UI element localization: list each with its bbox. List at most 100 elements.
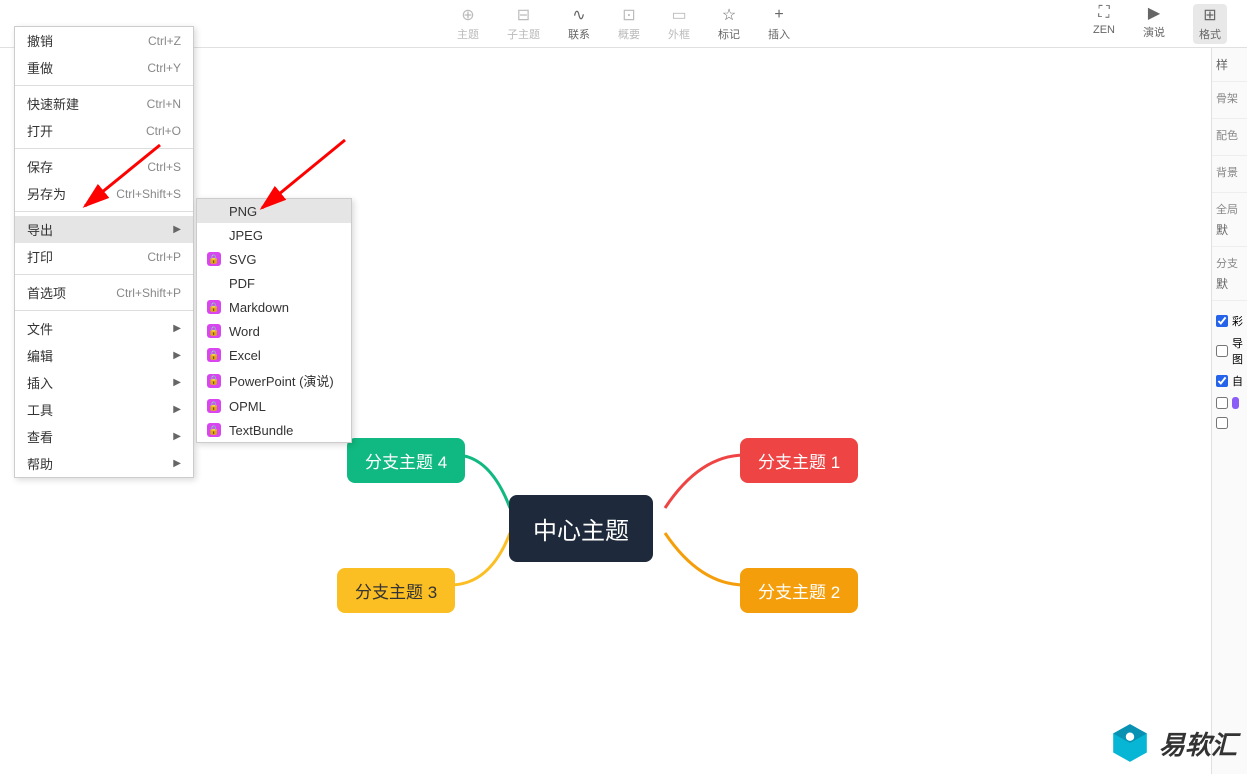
menu-item-帮助[interactable]: 帮助▶ (15, 450, 193, 477)
watermark: 易软汇 (1109, 722, 1237, 764)
side-label: 配色 (1216, 127, 1243, 143)
menu-label: 快速新建 (27, 94, 147, 113)
toolbar-label: 联系 (568, 26, 590, 42)
toolbar-子主题: ⊟子主题 (507, 6, 540, 42)
branch-node-0[interactable]: 分支主题 4 (347, 438, 465, 483)
watermark-text: 易软汇 (1159, 725, 1237, 762)
menu-item-工具[interactable]: 工具▶ (15, 396, 193, 423)
toolbar-icon: + (770, 6, 788, 24)
export-Markdown[interactable]: 🔒Markdown (197, 295, 351, 319)
menu-label: 打开 (27, 121, 146, 140)
menu-shortcut: Ctrl+S (147, 160, 181, 174)
export-label: Excel (229, 348, 339, 363)
export-PNG[interactable]: PNG (197, 199, 351, 223)
toolbar-联系[interactable]: ∿ 联系 (568, 6, 590, 42)
toolbar-格式[interactable]: ⊞格式 (1193, 4, 1227, 44)
panel-tab[interactable]: 样 (1212, 48, 1247, 82)
side-label: 骨架 (1216, 90, 1243, 106)
menu-item-插入[interactable]: 插入▶ (15, 369, 193, 396)
menu-shortcut: Ctrl+Shift+S (116, 187, 181, 201)
color-swatch (1232, 397, 1239, 409)
side-check-0[interactable]: 彩 (1216, 313, 1243, 329)
menu-item-打开[interactable]: 打开Ctrl+O (15, 117, 193, 144)
menu-item-导出[interactable]: 导出▶ (15, 216, 193, 243)
toolbar-外框: ▭外框 (668, 6, 690, 42)
menu-item-首选项[interactable]: 首选项Ctrl+Shift+P (15, 279, 193, 306)
export-JPEG[interactable]: JPEG (197, 223, 351, 247)
menu-label: 文件 (27, 319, 173, 338)
toolbar-插入[interactable]: +插入 (768, 6, 790, 42)
lock-icon: 🔒 (207, 300, 221, 314)
submenu-arrow-icon: ▶ (173, 323, 181, 334)
branch-node-2[interactable]: 分支主题 3 (337, 568, 455, 613)
toolbar-标记[interactable]: ☆标记 (718, 6, 740, 42)
menu-label: 打印 (27, 247, 147, 266)
side-check-2[interactable]: 自 (1216, 373, 1243, 389)
export-PowerPoint (演说)[interactable]: 🔒 PowerPoint (演说) (197, 367, 351, 394)
menu-item-文件[interactable]: 文件▶ (15, 315, 193, 342)
menu-shortcut: Ctrl+Shift+P (116, 286, 181, 300)
menu-item-打印[interactable]: 打印Ctrl+P (15, 243, 193, 270)
menu-item-快速新建[interactable]: 快速新建Ctrl+N (15, 90, 193, 117)
checkbox[interactable] (1216, 345, 1228, 357)
format-panel: 样 骨架配色背景全局默分支默 彩导图自 (1211, 48, 1247, 774)
menu-item-撤销[interactable]: 撤销Ctrl+Z (15, 27, 193, 54)
toolbar-ZEN[interactable]: ⛶ ZEN (1093, 4, 1115, 44)
side-check-1[interactable]: 导图 (1216, 335, 1243, 367)
side-section-背景: 背景 (1212, 156, 1247, 193)
menu-item-编辑[interactable]: 编辑▶ (15, 342, 193, 369)
check-label: 彩 (1232, 313, 1243, 329)
export-label: OPML (229, 399, 339, 414)
export-Excel[interactable]: 🔒Excel (197, 343, 351, 367)
export-Word[interactable]: 🔒Word (197, 319, 351, 343)
menu-label: 查看 (27, 427, 173, 446)
menu-item-另存为[interactable]: 另存为Ctrl+Shift+S (15, 180, 193, 207)
branch-node-3[interactable]: 分支主题 2 (740, 568, 858, 613)
lock-icon: 🔒 (207, 399, 221, 413)
export-label: TextBundle (229, 423, 339, 438)
submenu-arrow-icon: ▶ (173, 350, 181, 361)
checkbox[interactable] (1216, 417, 1228, 429)
toolbar-演说[interactable]: ▶演说 (1143, 4, 1165, 44)
export-PDF[interactable]: PDF (197, 271, 351, 295)
lock-icon: 🔒 (207, 374, 221, 388)
submenu-arrow-icon: ▶ (173, 224, 181, 235)
checkbox[interactable] (1216, 315, 1228, 327)
toolbar-icon: ∿ (570, 6, 588, 24)
submenu-arrow-icon: ▶ (173, 404, 181, 415)
toolbar-icon: ⊟ (515, 6, 533, 24)
side-value[interactable]: 默 (1216, 275, 1243, 292)
export-SVG[interactable]: 🔒SVG (197, 247, 351, 271)
side-check-4[interactable] (1216, 417, 1243, 429)
menu-label: 导出 (27, 220, 173, 239)
toolbar-icon: ☆ (720, 6, 738, 24)
toolbar-icon: ⛶ (1095, 4, 1113, 22)
export-TextBundle[interactable]: 🔒TextBundle (197, 418, 351, 442)
menu-shortcut: Ctrl+O (146, 124, 181, 138)
export-label: PNG (229, 204, 339, 219)
menu-item-查看[interactable]: 查看▶ (15, 423, 193, 450)
export-label: PDF (229, 276, 339, 291)
side-value[interactable]: 默 (1216, 221, 1243, 238)
side-check-3[interactable] (1216, 395, 1243, 411)
menu-shortcut: Ctrl+P (147, 250, 181, 264)
toolbar-icon: ⊞ (1201, 6, 1219, 24)
menu-item-重做[interactable]: 重做Ctrl+Y (15, 54, 193, 81)
branch-node-1[interactable]: 分支主题 1 (740, 438, 858, 483)
export-label: PowerPoint (演说) (229, 371, 339, 390)
menu-label: 重做 (27, 58, 147, 77)
center-node[interactable]: 中心主题 (509, 495, 653, 562)
export-OPML[interactable]: 🔒 OPML (197, 394, 351, 418)
checkbox[interactable] (1216, 375, 1228, 387)
menu-label: 帮助 (27, 454, 173, 473)
side-label: 分支 (1216, 255, 1243, 271)
export-label: SVG (229, 252, 339, 267)
menu-item-保存[interactable]: 保存Ctrl+S (15, 153, 193, 180)
toolbar-label: 概要 (618, 26, 640, 42)
checkbox[interactable] (1216, 397, 1228, 409)
side-section-配色: 配色 (1212, 119, 1247, 156)
menu-shortcut: Ctrl+Y (147, 61, 181, 75)
toolbar-label: 外框 (668, 26, 690, 42)
toolbar-label: ZEN (1093, 24, 1115, 36)
menu-label: 工具 (27, 400, 173, 419)
